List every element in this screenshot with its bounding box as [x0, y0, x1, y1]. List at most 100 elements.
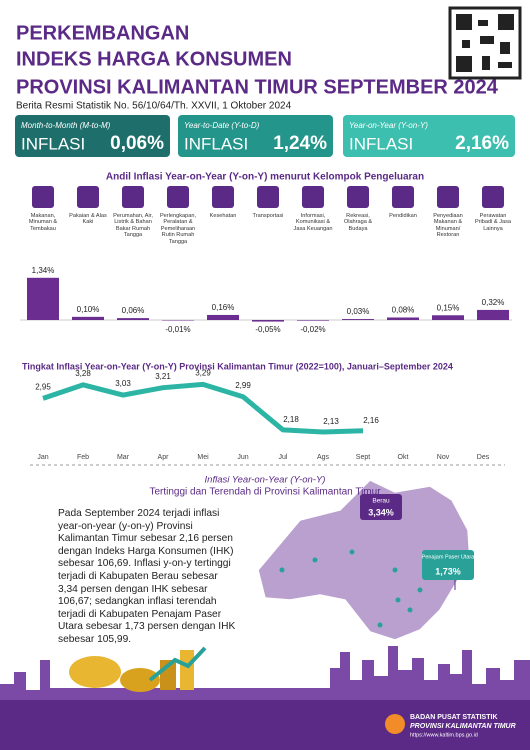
value-label: 0,16% — [212, 303, 235, 312]
category-label: Pendidikan — [389, 213, 417, 219]
qr-pattern — [456, 14, 514, 72]
x-tick-label: Sept — [356, 454, 370, 461]
kpi-label: Month-to-Month (M-to-M) — [21, 121, 111, 130]
x-tick-label: Nov — [437, 454, 450, 461]
x-tick-label: Mar — [117, 454, 130, 461]
title-line: PERKEMBANGAN — [16, 22, 189, 44]
kpi-box — [178, 115, 333, 157]
kpi-box — [15, 115, 170, 157]
map-title: Inflasi Year-on-Year (Y-on-Y) — [205, 475, 326, 486]
skyline — [0, 646, 530, 700]
category-label: Kesehatan — [209, 213, 237, 219]
bar — [252, 320, 284, 322]
callout-value: 1,73% — [435, 566, 461, 576]
callout-name: Berau — [372, 498, 390, 505]
category-icon — [32, 186, 54, 208]
kpi-value: 1,24% — [273, 133, 327, 154]
bar — [72, 316, 104, 320]
category-label: Perumahan, Air, Listrik & Bahan Bakar Ru… — [113, 213, 153, 239]
callout-box — [422, 550, 474, 580]
category-label: Pakaian & Alas Kaki — [69, 213, 107, 226]
category-label: Rekreasi, Olahraga & Budaya — [343, 213, 373, 232]
bar — [162, 320, 194, 321]
category-icon — [77, 186, 99, 208]
bar — [27, 277, 59, 320]
line — [42, 381, 364, 435]
value-label: 0,08% — [392, 306, 415, 315]
logo — [385, 714, 405, 734]
kpi-name: INFLASI — [21, 134, 85, 153]
title-line: PROVINSI KALIMANTAN TIMUR SEPTEMBER 2024 — [16, 76, 499, 98]
footer-org: BADAN PUSAT STATISTIK — [410, 714, 498, 721]
footer-band — [0, 700, 530, 750]
category-label: Transportasi — [252, 213, 284, 219]
map-title: Tertinggi dan Terendah di Provinsi Kalim… — [149, 487, 381, 498]
value-label: 0,03% — [347, 307, 370, 316]
bar — [117, 318, 149, 320]
value-label: 2,95 — [35, 382, 51, 391]
x-tick-label: Apr — [158, 454, 170, 461]
footer-region: PROVINSI KALIMANTAN TIMUR — [410, 723, 516, 730]
bar — [297, 320, 329, 321]
category-icon — [257, 186, 279, 208]
callout-name: Penajam Paser Utara — [422, 554, 476, 560]
x-tick-label: Feb — [77, 454, 89, 461]
x-tick-label: Jun — [237, 454, 248, 461]
value-label: 3,28 — [75, 369, 91, 378]
kpi-box — [343, 115, 515, 157]
category-label: Informasi, Komunikasi & Jasa Keuangan — [293, 213, 333, 232]
value-label: 2,18 — [283, 415, 299, 424]
category-label: Perawatan Pribadi & Jasa Lainnya — [474, 213, 512, 232]
bar — [342, 319, 374, 320]
bar — [207, 314, 239, 320]
value-label: 3,21 — [155, 372, 171, 381]
subtitle: Berita Resmi Statistik No. 56/10/64/Th. … — [16, 101, 292, 112]
chart-title: Andil Inflasi Year-on-Year (Y-on-Y) menu… — [106, 172, 424, 183]
callout-value: 3,34% — [368, 507, 394, 517]
category-label: Penyediaan Makanan & Minuman/ Restoran — [433, 213, 463, 239]
x-tick-label: Mei — [197, 454, 209, 461]
value-label: 3,03 — [115, 379, 131, 388]
category-icon — [392, 186, 414, 208]
kpi-name: INFLASI — [349, 134, 413, 153]
category-icon — [482, 186, 504, 208]
x-tick-label: Ags — [317, 454, 330, 461]
x-tick-label: Des — [477, 454, 490, 461]
coins-illustration — [69, 646, 207, 692]
x-tick-label: Jan — [37, 454, 48, 461]
category-icon — [437, 186, 459, 208]
x-tick-label: Jul — [279, 454, 288, 461]
value-label: 1,34% — [32, 266, 55, 275]
category-label: Perlengkapan, Peralatan & Pemeliharaan R… — [159, 213, 197, 245]
category-icon — [167, 186, 189, 208]
category-icon — [347, 186, 369, 208]
category-icon — [122, 186, 144, 208]
value-label: 0,10% — [77, 305, 100, 314]
category-label: Makanan, Minuman & Tembakau — [28, 213, 58, 232]
value-label: 3,29 — [195, 369, 211, 378]
category-icon — [212, 186, 234, 208]
value-label: -0,05% — [255, 325, 280, 334]
chart-title: Tingkat Inflasi Year-on-Year (Y-on-Y) Pr… — [22, 361, 453, 371]
kpi-value: 0,06% — [110, 133, 164, 154]
value-label: 0,06% — [122, 306, 145, 315]
kpi-value: 2,16% — [455, 133, 509, 154]
value-label: 2,13 — [323, 417, 339, 426]
kpi-name: INFLASI — [184, 134, 248, 153]
value-label: 2,16 — [363, 416, 379, 425]
value-label: 0,32% — [482, 298, 505, 307]
bar — [477, 309, 509, 320]
bar — [387, 317, 419, 320]
value-label: 2,99 — [235, 381, 251, 390]
title-line: INDEKS HARGA KONSUMEN — [16, 48, 292, 70]
x-tick-label: Okt — [398, 454, 409, 461]
kpi-label: Year-on-Year (Y-on-Y) — [349, 121, 428, 130]
bar — [432, 315, 464, 320]
value-label: 0,15% — [437, 303, 460, 312]
description: Pada September 2024 terjadi inflasi year… — [58, 508, 236, 645]
value-label: -0,01% — [165, 325, 190, 334]
value-label: -0,02% — [300, 325, 325, 334]
kpi-label: Year-to-Date (Y-to-D) — [184, 121, 260, 130]
